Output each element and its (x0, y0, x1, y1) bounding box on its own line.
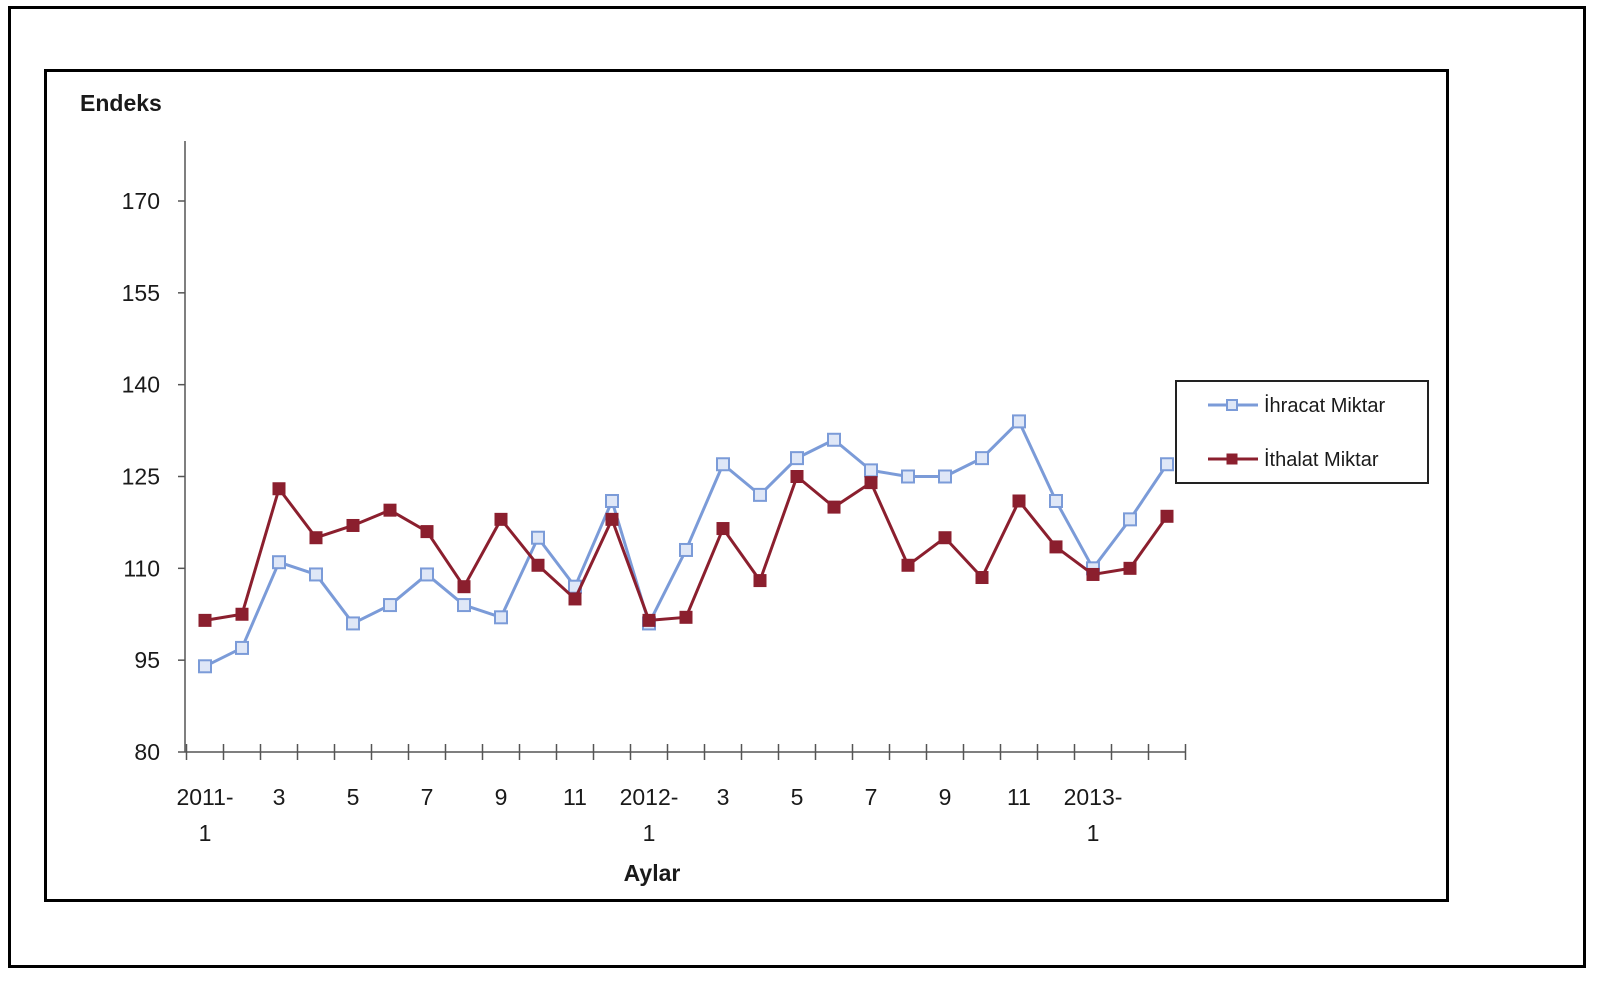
data-point (346, 616, 360, 631)
data-point (1012, 494, 1026, 508)
data-point (753, 487, 767, 502)
legend-label: İthalat Miktar (1264, 448, 1379, 471)
data-point (235, 640, 249, 655)
data-point (383, 598, 397, 613)
data-point (1123, 561, 1137, 575)
legend: İhracat Miktar İthalat Miktar (1175, 380, 1429, 484)
data-point (605, 493, 619, 508)
data-point (309, 567, 323, 582)
data-point (679, 610, 693, 624)
legend-label: İhracat Miktar (1264, 394, 1385, 417)
data-point (494, 512, 508, 526)
outer-frame (8, 6, 1586, 968)
data-point (901, 469, 915, 484)
data-point (753, 574, 767, 588)
data-point (901, 558, 915, 572)
data-point (827, 500, 841, 514)
legend-marker (1226, 453, 1238, 465)
legend-box (1175, 380, 1429, 484)
axes: 80 95 110 125 140 155 170 2011- 1 3 5 7 9 11 2012- 1 3 5 7… (122, 141, 1187, 846)
data-point (642, 613, 656, 627)
data-point (309, 531, 323, 545)
data-point (494, 610, 508, 625)
data-point (457, 598, 471, 613)
y-axis-title: Endeks (80, 90, 162, 116)
data-point (1160, 509, 1174, 523)
data-point (235, 607, 249, 621)
data-point (864, 463, 878, 478)
data-point (1160, 457, 1174, 472)
data-point (716, 522, 730, 536)
data-point (938, 469, 952, 484)
x-tick-label: 9 (939, 784, 952, 810)
data-point (975, 571, 989, 585)
x-tick-label: 11 (1007, 784, 1031, 810)
y-tick-label: 140 (122, 372, 160, 398)
y-tick-label: 155 (122, 280, 160, 306)
data-point (420, 567, 434, 582)
data-point (346, 518, 360, 532)
data-point (1012, 414, 1026, 429)
data-point (605, 512, 619, 526)
data-point (457, 580, 471, 594)
y-tick-label: 125 (122, 464, 160, 490)
data-point (1086, 567, 1100, 581)
data-point (827, 432, 841, 447)
data-point (531, 558, 545, 572)
data-point (1123, 512, 1137, 527)
x-tick-label: 7 (865, 784, 878, 810)
x-tick-label: 1 (199, 820, 212, 846)
y-tick-label: 170 (122, 188, 160, 214)
x-tick-label: 3 (717, 784, 730, 810)
data-point (420, 525, 434, 539)
data-point (198, 613, 212, 627)
y-tick-label: 80 (134, 739, 160, 765)
data-point (1049, 540, 1063, 554)
x-tick-label: 2013- (1064, 784, 1123, 810)
y-tick-label: 110 (123, 555, 160, 581)
data-point (1049, 493, 1063, 508)
x-tick-label: 5 (347, 784, 360, 810)
x-tick-label: 2011- (176, 784, 233, 810)
x-tick-label: 1 (643, 820, 656, 846)
x-axis-title: Aylar (624, 860, 681, 886)
data-point (864, 476, 878, 490)
chart-frame (44, 69, 1449, 902)
x-tick-label: 2012- (620, 784, 679, 810)
data-point (531, 530, 545, 545)
data-point (790, 451, 804, 466)
x-tick-label: 5 (791, 784, 804, 810)
data-point (383, 503, 397, 517)
x-tick-label: 1 (1087, 820, 1100, 846)
series-layer (198, 414, 1174, 674)
data-point (938, 531, 952, 545)
data-point (679, 542, 693, 557)
y-tick-label: 95 (134, 647, 160, 673)
data-point (568, 592, 582, 606)
x-tick-label: 7 (421, 784, 434, 810)
data-point (790, 470, 804, 483)
x-tick-label: 11 (563, 784, 587, 810)
data-point (716, 457, 730, 472)
x-tick-label: 3 (273, 784, 286, 810)
data-point (198, 659, 212, 674)
data-point (272, 555, 286, 570)
x-tick-label: 9 (495, 784, 508, 810)
data-point (272, 482, 286, 496)
legend-marker (1226, 399, 1238, 411)
data-point (975, 451, 989, 466)
